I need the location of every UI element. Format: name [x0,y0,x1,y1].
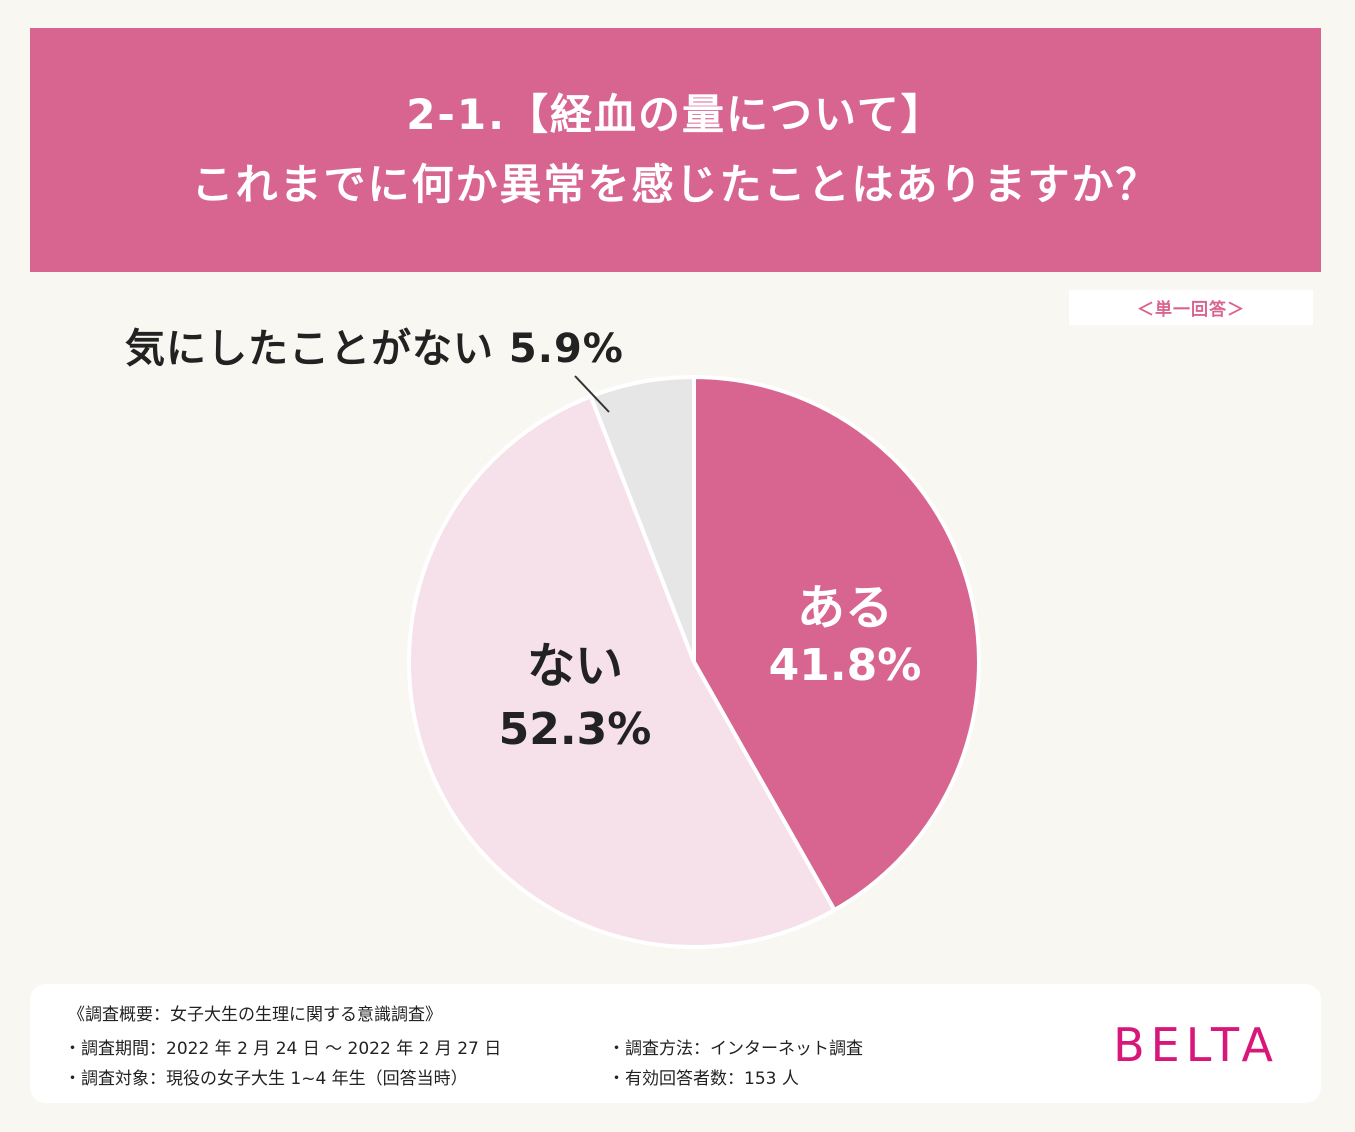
survey-summary: 《調査概要：女子大生の生理に関する意識調査》 ・調査期間：2022 年 2 月 … [30,984,1321,1103]
title-line-2: これまでに何か異常を感じたことはありますか？ [191,160,1160,209]
belta-logo: BELTA [1113,1018,1279,1072]
aru-name: ある [796,580,893,636]
slice-nai [407,394,837,949]
summary-title: 《調査概要：女子大生の生理に関する意識調査》 [68,1005,442,1025]
answer-type-badge: ＜単一回答＞ [1069,290,1313,325]
summary-period: ・調査期間：2022 年 2 月 24 日 〜 2022 年 2 月 27 日 [64,1039,502,1059]
nai-name: ない [526,638,623,694]
nai-percent: 52.3% [498,704,652,755]
kinishita-label: 気にしたことがない 5.9% [125,326,624,372]
title-line-1: 2-1.【経血の量について】 [406,90,945,139]
summary-method: ・調査方法：インターネット調査 [608,1039,863,1059]
slice-kinishita [588,375,696,664]
aru-percent: 41.8% [768,640,922,691]
nai-label: ない 52.3% [475,636,675,758]
summary-target: ・調査対象：現役の女子大生 1~4 年生（回答当時） [64,1069,468,1089]
slice-aru [692,375,981,913]
summary-respondents: ・有効回答者数：153 人 [608,1069,799,1089]
leader-line [574,375,610,413]
aru-label: ある 41.8% [755,578,935,694]
title-banner: 2-1.【経血の量について】 これまでに何か異常を感じたことはありますか？ [30,28,1321,272]
